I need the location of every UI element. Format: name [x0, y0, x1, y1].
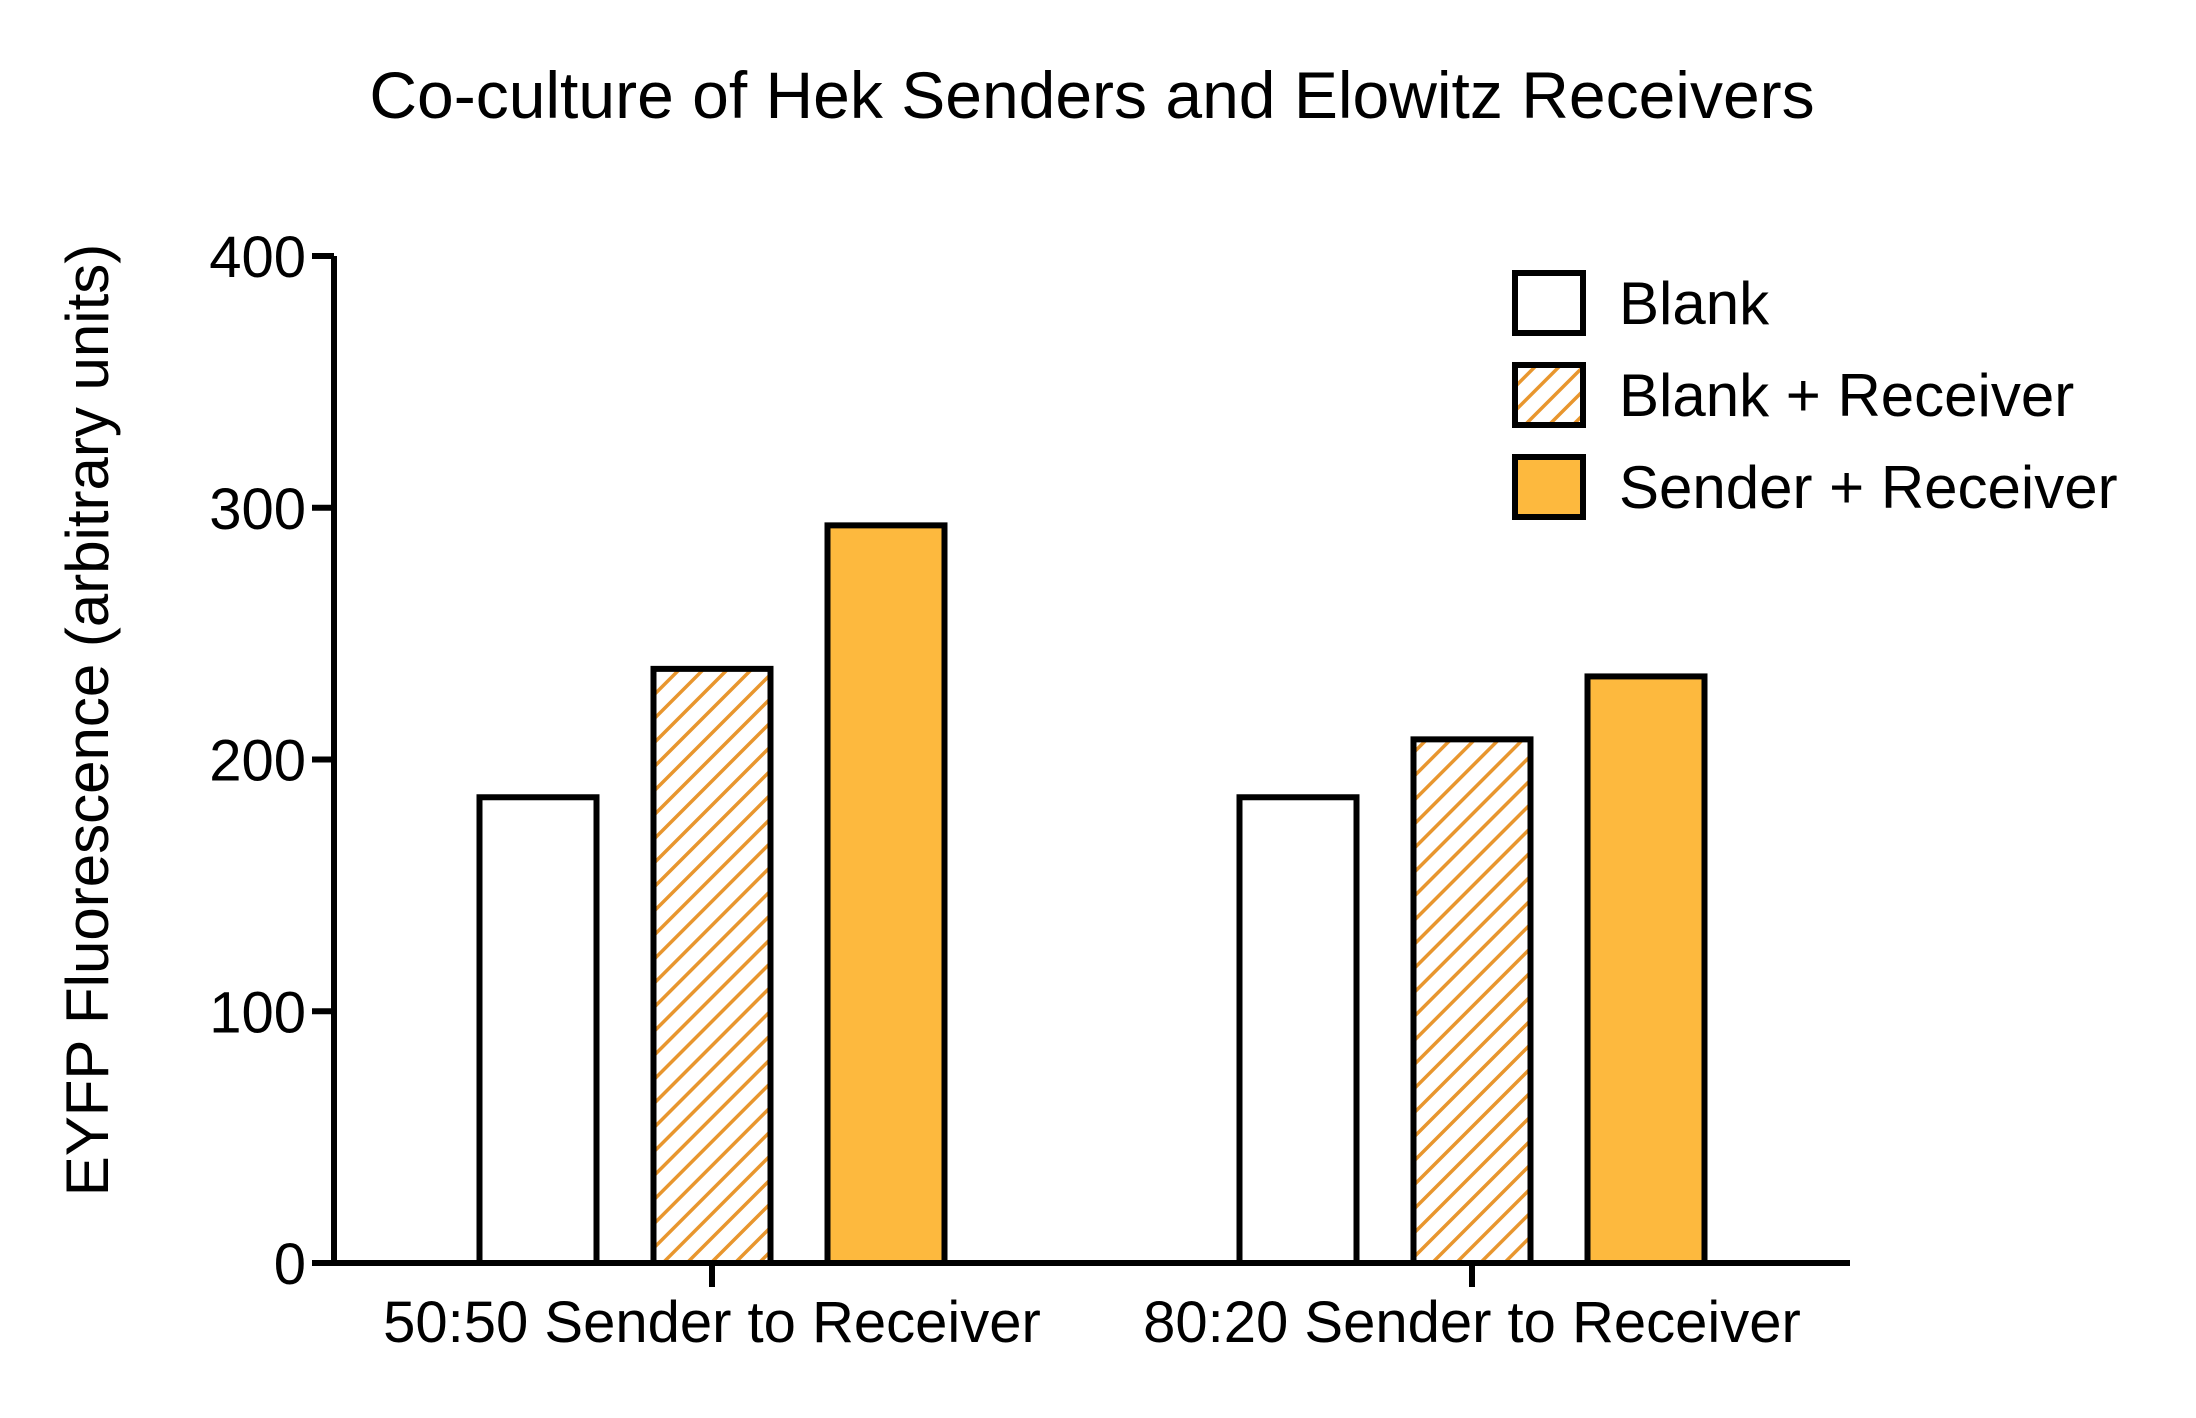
chart-title: Co-culture of Hek Senders and Elowitz Re… [369, 58, 1814, 132]
legend-swatch [1512, 362, 1586, 428]
y-tick-label: 400 [209, 225, 306, 290]
y-axis-label: EYFP Fluorescence (arbitrary units) [54, 244, 121, 1197]
bar-blank-1 [476, 794, 600, 1266]
bar-sender-receiver-2 [1584, 673, 1708, 1266]
tick-labels: 0 100 200 300 400 50:50 Sender to Receiver 80:… [209, 225, 1801, 1355]
x-tick-label: 80:20 Sender to Receiver [1143, 1290, 1801, 1355]
legend-label: Blank + Receiver [1619, 362, 2074, 429]
legend-swatch [1512, 270, 1586, 336]
x-tick-label: 50:50 Sender to Receiver [383, 1290, 1041, 1355]
y-tick-label: 300 [209, 477, 306, 542]
bars [476, 522, 1708, 1266]
bar-blank-2 [1236, 794, 1360, 1266]
legend-swatch [1512, 454, 1586, 520]
bar-blank-receiver-2 [1410, 736, 1534, 1266]
legend: Blank Blank + Receiver Sender + Receiver [1512, 270, 2118, 521]
y-tick-label: 0 [274, 1232, 306, 1297]
legend-label: Blank [1619, 270, 1770, 337]
bar-blank-receiver-1 [650, 665, 774, 1266]
y-tick-label: 200 [209, 729, 306, 794]
y-tick-label: 100 [209, 980, 306, 1045]
bar-sender-receiver-1 [824, 522, 948, 1266]
legend-label: Sender + Receiver [1619, 454, 2118, 521]
